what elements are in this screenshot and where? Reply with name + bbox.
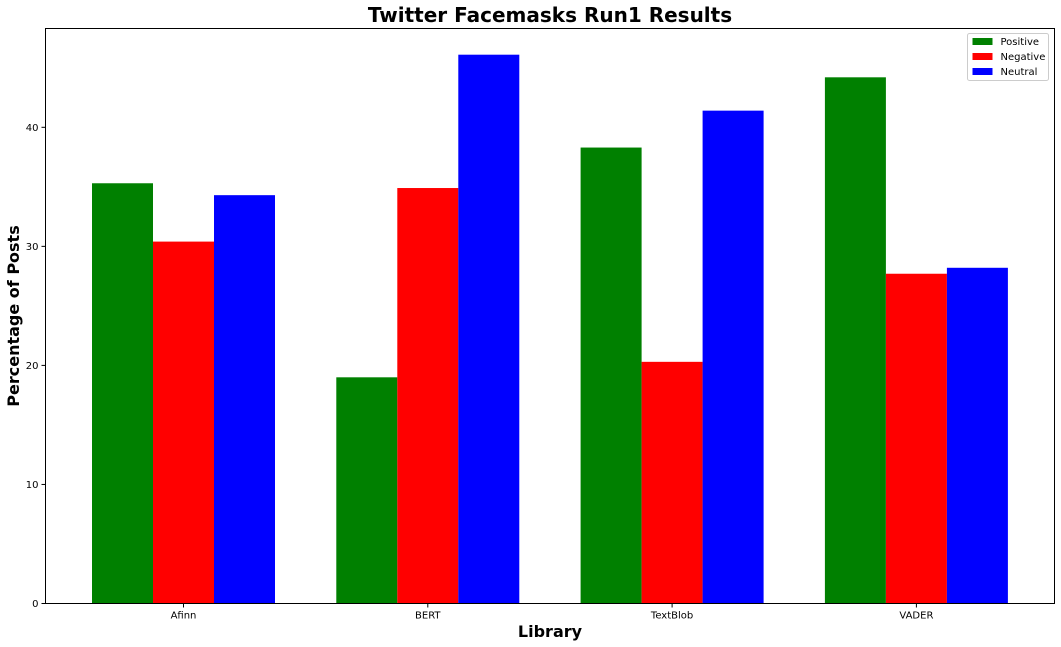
x-tick-label: VADER bbox=[899, 611, 933, 622]
legend-swatch-neutral bbox=[972, 68, 993, 75]
plot-frame bbox=[45, 28, 1055, 604]
bar-negative-afinn bbox=[153, 241, 214, 604]
x-tick-label: TextBlob bbox=[650, 611, 693, 622]
bar-positive-bert bbox=[336, 377, 398, 604]
x-tick-label: BERT bbox=[415, 611, 441, 622]
chart-title: Twitter Facemasks Run1 Results bbox=[368, 3, 732, 27]
bar-neutral-bert bbox=[458, 54, 520, 604]
bar-negative-vader bbox=[885, 273, 947, 604]
bar-neutral-afinn bbox=[214, 195, 275, 604]
y-tick-label: 10 bbox=[26, 480, 39, 491]
bar-positive-afinn bbox=[92, 183, 153, 604]
y-axis: 0 10 20 30 40 bbox=[26, 123, 46, 610]
legend-label-negative: Negative bbox=[1001, 52, 1046, 63]
legend-label-neutral: Neutral bbox=[1001, 67, 1038, 78]
y-tick-label: 40 bbox=[26, 123, 39, 134]
x-tick-label: Afinn bbox=[171, 611, 197, 622]
y-axis-label: Percentage of Posts bbox=[4, 225, 23, 406]
legend-label-positive: Positive bbox=[1001, 37, 1040, 48]
bar-neutral-textblob bbox=[702, 110, 764, 604]
bar-negative-textblob bbox=[641, 361, 703, 604]
legend: Positive Negative Neutral bbox=[967, 33, 1049, 81]
legend-swatch-positive bbox=[972, 38, 993, 45]
x-axis: Afinn BERT TextBlob VADER bbox=[171, 603, 933, 622]
bar-negative-bert bbox=[397, 188, 459, 604]
y-tick-label: 30 bbox=[26, 242, 39, 253]
bar-neutral-vader bbox=[946, 267, 1008, 604]
legend-swatch-negative bbox=[972, 53, 993, 60]
bar-positive-vader bbox=[824, 77, 886, 604]
bar-positive-textblob bbox=[580, 147, 642, 604]
x-axis-label: Library bbox=[518, 622, 583, 641]
bars-layer bbox=[92, 54, 1008, 604]
y-tick-label: 20 bbox=[26, 361, 39, 372]
y-tick-label: 0 bbox=[32, 599, 38, 610]
